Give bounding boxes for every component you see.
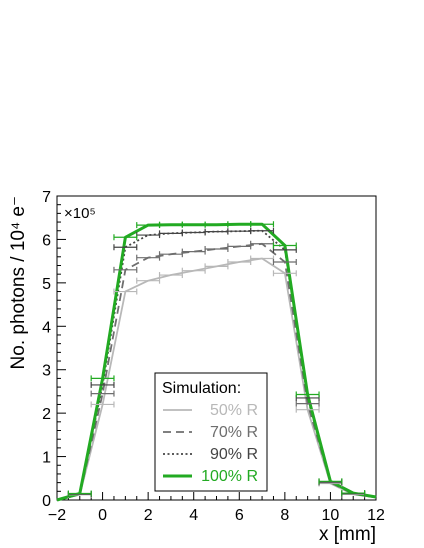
error-bar (204, 245, 229, 252)
error-bar (227, 221, 252, 228)
y-tick-label: 3 (42, 363, 51, 380)
y-tick-label: 5 (42, 276, 51, 293)
legend-title: Simulation: (162, 380, 241, 397)
x-tick-label: 0 (98, 507, 107, 524)
y-tick-label: 2 (42, 406, 51, 423)
error-bar (181, 221, 206, 228)
error-bar (227, 243, 252, 250)
error-bar (181, 248, 206, 255)
error-bar (295, 391, 320, 398)
error-bar (272, 242, 297, 249)
error-bar (250, 240, 275, 247)
error-bar (250, 221, 275, 228)
legend-label: 100% R (201, 468, 258, 485)
y-tick-label: 6 (42, 232, 51, 249)
error-bar (204, 221, 229, 228)
x-tick-label: 8 (280, 507, 289, 524)
legend-label: 90% R (210, 446, 258, 463)
error-bar (113, 244, 138, 251)
error-bar (90, 401, 115, 408)
error-bar (204, 228, 229, 235)
error-bar (113, 234, 138, 241)
x-tick-label: 2 (144, 507, 153, 524)
legend-label: 50% R (210, 402, 258, 419)
error-bar (272, 259, 297, 266)
y-tick-label: 0 (42, 493, 51, 510)
y-tick-label: 1 (42, 450, 51, 467)
y-tick-label: 7 (42, 189, 51, 206)
y-tick-label: 4 (42, 319, 51, 336)
x-tick-label: 4 (189, 507, 198, 524)
error-bar (295, 406, 320, 413)
error-bar (227, 228, 252, 235)
y-multiplier-label: ×10⁵ (64, 205, 96, 222)
error-bar (113, 288, 138, 295)
x-axis-label: x [mm] (319, 524, 376, 545)
legend-box (154, 372, 268, 492)
legend-entries: 50% R 70% R 90% R 100% R (163, 402, 258, 485)
x-tick-label: 6 (235, 507, 244, 524)
error-bar (272, 270, 297, 277)
error-bar (136, 222, 161, 229)
x-tick-label: 12 (367, 507, 385, 524)
error-bar (113, 266, 138, 273)
error-bar (90, 375, 115, 382)
legend-label: 70% R (210, 424, 258, 441)
error-bar (341, 490, 366, 497)
error-bar (90, 390, 115, 397)
x-tick-label: 10 (322, 507, 340, 524)
error-bar (295, 400, 320, 407)
y-axis-label: No. photons / 10⁴ e⁻ (8, 196, 29, 369)
error-bar (90, 381, 115, 388)
error-bar (250, 227, 275, 234)
x-tick-label: −2 (48, 507, 66, 524)
error-bar (158, 230, 183, 237)
error-bar (136, 232, 161, 239)
error-bar (136, 277, 161, 284)
error-bar (67, 490, 92, 497)
error-bar-layer (67, 221, 366, 498)
error-bar (158, 221, 183, 228)
legend: Simulation: 50% R 70% R 90% R 100% R (154, 372, 268, 492)
error-bar (318, 478, 343, 485)
error-bar (181, 229, 206, 236)
